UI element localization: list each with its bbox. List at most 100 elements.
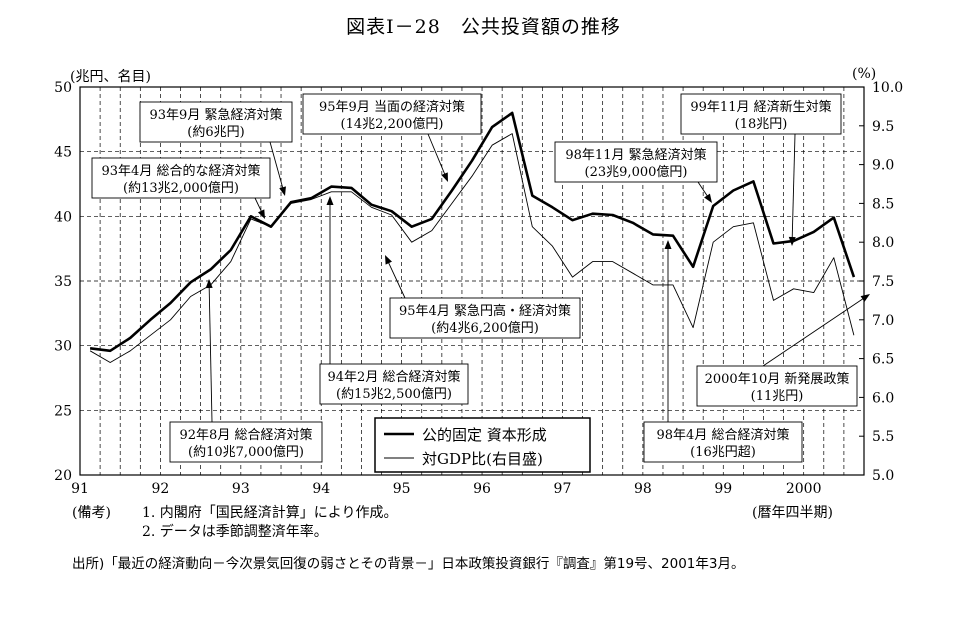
annotation-box-frame xyxy=(554,141,718,183)
series-lines xyxy=(89,111,856,363)
x-tick-label: 91 xyxy=(71,481,89,497)
x-tick-label: 99 xyxy=(714,481,732,497)
annotation-box-frame xyxy=(319,363,469,405)
annotation-box: 93年4月 総合的な経済対策(約13兆2,000億円) xyxy=(91,157,271,199)
legend-frame xyxy=(374,417,591,473)
left-y-tick-label: 40 xyxy=(54,209,72,225)
annotation-box: 98年11月 緊急経済対策(23兆9,000億円) xyxy=(554,141,718,183)
annotation-amount: (約4兆6,200億円) xyxy=(431,320,539,336)
line-chart: 20 25 30 35 40 45 50 5.0 5.5 6.0 6.5 7.0 7.5 8.0 8.5 9.… xyxy=(54,80,903,497)
annotation-box-frame xyxy=(696,365,858,407)
notes-prefix: (備考) xyxy=(72,505,111,521)
left-y-tick-label: 20 xyxy=(54,468,72,484)
annotation-title: 99年11月 経済新生対策 xyxy=(690,99,831,115)
right-axis-unit: (%) xyxy=(852,66,877,82)
annotation-title: 93年4月 総合的な経済対策 xyxy=(102,163,261,179)
x-tick-label: 95 xyxy=(393,481,411,497)
left-y-tick-label: 45 xyxy=(54,145,72,161)
annotation-arrow xyxy=(697,181,710,199)
annotation-box: 95年9月 当面の経済対策(14兆2,200億円) xyxy=(302,93,482,135)
annotation-arrowhead xyxy=(788,236,796,246)
annotation-arrowhead xyxy=(704,193,712,203)
annotation-title: 95年9月 当面の経済対策 xyxy=(319,99,465,115)
grid-lines xyxy=(80,87,864,475)
annotation-amount: (約10兆7,000億円) xyxy=(188,444,304,460)
annotation-box: 95年4月 緊急円高・経済対策(約4兆6,200億円) xyxy=(389,297,581,339)
x-tick-label: 94 xyxy=(312,481,330,497)
annotation-amount: (18兆円) xyxy=(735,117,788,132)
annotation-title: 98年11月 緊急経済対策 xyxy=(565,147,706,163)
annotation-arrowhead xyxy=(860,294,870,302)
right-y-tick-label: 9.0 xyxy=(872,158,894,174)
annotation-box: 92年8月 総合経済対策(約10兆7,000億円) xyxy=(169,421,323,463)
annotation-amount: (16兆円超) xyxy=(690,445,756,460)
annotation-arrowhead xyxy=(257,209,265,219)
annotation-box-frame xyxy=(643,421,803,463)
legend-label-public-investment: 公的固定 資本形成 xyxy=(422,426,547,444)
annotation-box-frame xyxy=(91,157,271,199)
annotation-amount: (約6兆円) xyxy=(187,125,244,140)
annotation-box: 98年4月 総合経済対策 (16兆円超) xyxy=(643,421,803,463)
annotation-arrowhead xyxy=(385,255,392,265)
x-tick-label: 2000 xyxy=(786,481,822,497)
notes-line-2: 2. データは季節調整済年率。 xyxy=(142,524,328,540)
annotation-arrow xyxy=(427,133,447,177)
annotation-arrowhead xyxy=(441,172,448,182)
right-y-tick-label: 6.0 xyxy=(872,390,894,406)
annotation-title: 93年9月 緊急経済対策 xyxy=(150,107,283,123)
x-tick-label: 96 xyxy=(473,481,491,497)
right-y-tick-label: 9.5 xyxy=(872,119,894,135)
annotation-title: 92年8月 総合経済対策 xyxy=(180,427,313,443)
annotation-box: 99年11月 経済新生対策 (18兆円) xyxy=(680,93,842,135)
series-line-public-investment xyxy=(89,111,856,353)
axis-ticks: 20 25 30 35 40 45 50 5.0 5.5 6.0 6.5 7.0 7.5 8.0 8.5 9.… xyxy=(54,80,903,497)
annotation-arrowhead xyxy=(326,196,334,205)
x-tick-label: 97 xyxy=(554,481,572,497)
left-axis-unit: (兆円、名目) xyxy=(70,69,151,85)
annotation-box-frame xyxy=(169,421,323,463)
annotation-arrow xyxy=(762,296,866,367)
chart-title: 図表Ⅰ－28 公共投資額の推移 xyxy=(346,16,621,38)
left-y-tick-label: 25 xyxy=(54,403,72,419)
x-tick-label: 98 xyxy=(634,481,652,497)
annotation-box: 94年2月 総合経済対策(約15兆2,500億円) xyxy=(319,363,469,405)
annotation-arrowhead xyxy=(279,186,286,196)
annotation-amount: (約15兆2,500億円) xyxy=(336,386,452,402)
annotation-amount: (11兆円) xyxy=(751,389,804,404)
annotation-box: 93年9月 緊急経済対策 (約6兆円) xyxy=(139,101,293,143)
annotation-boxes: 92年8月 総合経済対策(約10兆7,000億円)93年4月 総合的な経済対策(… xyxy=(91,93,858,463)
annotation-arrow xyxy=(269,141,284,191)
right-y-tick-label: 6.5 xyxy=(872,352,894,368)
annotation-amount: (23兆9,000億円) xyxy=(585,164,688,180)
annotation-title: 95年4月 緊急円高・経済対策 xyxy=(399,303,571,319)
right-y-tick-label: 8.5 xyxy=(872,196,894,212)
right-y-tick-label: 10.0 xyxy=(872,80,903,96)
annotation-box-frame xyxy=(302,93,482,135)
x-tick-label: 92 xyxy=(151,481,169,497)
annotation-arrows xyxy=(205,133,870,423)
right-y-tick-label: 5.5 xyxy=(872,429,894,445)
annotation-amount: (約13兆2,000億円) xyxy=(123,180,239,196)
right-y-tick-label: 7.0 xyxy=(872,313,894,329)
x-tick-label: 93 xyxy=(232,481,250,497)
annotation-title: 98年4月 総合経済対策 xyxy=(657,427,790,443)
annotation-arrow xyxy=(387,260,406,299)
annotation-arrowhead xyxy=(664,240,672,249)
legend-label-gdp-ratio: 対GDP比(右目盛) xyxy=(422,450,543,468)
left-y-tick-label: 35 xyxy=(54,274,72,290)
annotation-box-frame xyxy=(389,297,581,339)
right-y-tick-label: 5.0 xyxy=(872,468,894,484)
annotation-box: 2000年10月 新発展政策 (11兆円) xyxy=(696,365,858,407)
annotation-box-frame xyxy=(680,93,842,135)
x-axis-unit: (暦年四半期) xyxy=(752,505,833,521)
source-note: 出所)「最近の経済動向－今次景気回復の弱さとその背景－」日本政策投資銀行『調査』… xyxy=(72,556,745,572)
annotation-arrow xyxy=(791,133,796,241)
annotation-box-frame xyxy=(139,101,293,143)
left-y-tick-label: 30 xyxy=(54,339,72,355)
series-line-gdp-ratio xyxy=(89,133,855,363)
annotation-arrow xyxy=(208,284,213,423)
right-y-tick-label: 7.5 xyxy=(872,274,894,290)
annotation-title: 94年2月 総合経済対策 xyxy=(328,369,461,385)
annotation-amount: (14兆2,200億円) xyxy=(341,116,444,132)
